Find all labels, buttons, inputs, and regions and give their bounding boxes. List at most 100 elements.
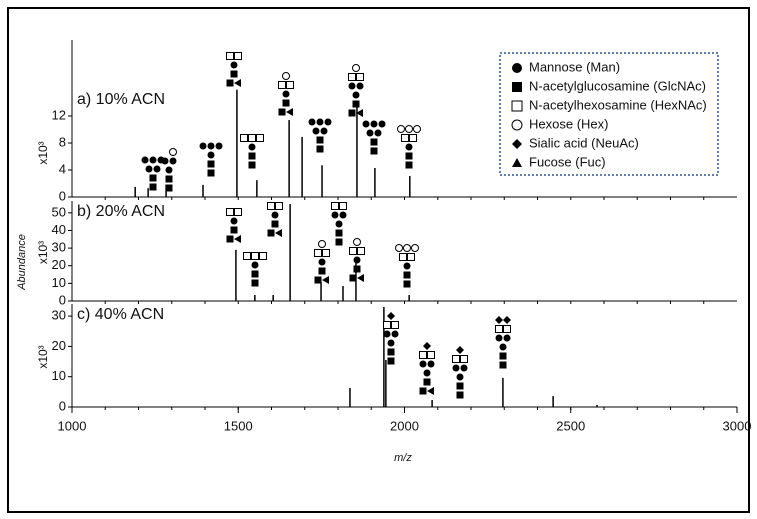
glycan-symbol <box>248 143 256 151</box>
glycan-symbol <box>320 127 328 135</box>
glycan-symbol <box>234 79 241 87</box>
glycan-symbol <box>495 316 503 324</box>
glycan-symbol <box>145 165 153 173</box>
glycan-symbol <box>251 261 259 269</box>
glycan-symbol <box>423 378 431 386</box>
legend-symbol <box>512 139 522 149</box>
glycan-symbol <box>314 276 322 284</box>
glycan-symbol <box>374 129 382 137</box>
glycan-symbol <box>419 360 427 368</box>
glycan-symbol <box>456 391 464 399</box>
peak <box>383 307 385 407</box>
peak <box>374 167 376 197</box>
panel-label: c) 40% ACN <box>77 306 164 323</box>
legend-symbol <box>512 158 522 167</box>
peak <box>254 295 256 301</box>
y-tick-label: 10 <box>52 368 66 383</box>
legend-label: N-acetylglucosamine (GlcNAc) <box>529 78 706 93</box>
y-tick-label: 12 <box>52 107 66 122</box>
legend-label: Fucose (Fuc) <box>529 154 606 169</box>
glycan-symbol <box>427 360 435 368</box>
glycan-symbol <box>149 183 157 191</box>
glycan-symbol <box>230 61 238 69</box>
glycan-symbol <box>230 217 238 225</box>
glycan-symbol <box>314 249 322 257</box>
glycan-symbol <box>243 252 251 260</box>
glycan-symbol <box>452 364 460 372</box>
glycan-symbol <box>335 229 343 237</box>
y-tick-label: 10 <box>52 275 66 290</box>
glycan-symbol <box>251 270 259 278</box>
x-tick-label: 1500 <box>224 418 253 433</box>
peak <box>202 184 204 197</box>
glycan-symbol <box>199 142 207 150</box>
glycan-symbol <box>234 208 242 216</box>
glycan-symbol <box>226 79 234 87</box>
glycan-symbol <box>387 339 395 347</box>
legend-symbol <box>511 119 523 131</box>
glycan-symbol <box>339 202 347 210</box>
glycan-symbol <box>499 343 507 351</box>
glycan-symbol <box>499 361 507 369</box>
peak <box>147 188 149 197</box>
glycan-symbol <box>312 127 320 135</box>
peak <box>320 281 322 301</box>
peak <box>408 295 410 301</box>
glycan-symbol <box>383 330 391 338</box>
peak <box>301 136 303 197</box>
peak <box>385 360 387 407</box>
glycan-symbol <box>456 382 464 390</box>
glycan-symbol <box>503 316 511 324</box>
peak <box>236 89 238 197</box>
glycan-symbol <box>165 175 173 183</box>
frame <box>7 7 750 513</box>
glycan-symbol <box>207 169 215 177</box>
y-tick-label: 50 <box>52 204 66 219</box>
glycan-symbol <box>399 253 407 261</box>
glycan-symbol <box>267 229 275 237</box>
glycan-symbol <box>387 312 395 320</box>
glycan-symbol <box>331 202 339 210</box>
glycan-symbol <box>370 147 378 155</box>
legend-label: Sialic acid (NeuAc) <box>529 135 639 150</box>
glycan-symbol <box>322 276 329 284</box>
glycan-symbol <box>395 244 403 252</box>
glycan-symbol <box>286 108 293 116</box>
panel-label: a) 10% ACN <box>77 91 165 108</box>
peak <box>235 249 237 301</box>
glycan-symbol <box>322 249 330 257</box>
legend-symbol <box>512 82 522 92</box>
glycan-symbol <box>349 274 357 282</box>
glycan-symbol <box>413 125 421 133</box>
glycan-symbol <box>169 157 177 165</box>
glycan-symbol <box>316 145 324 153</box>
peak <box>431 400 433 407</box>
glycan-symbol <box>407 253 415 261</box>
glycan-symbol <box>278 108 286 116</box>
glycan-symbol <box>419 351 427 359</box>
glycan-symbol <box>335 220 343 228</box>
glycan-symbol <box>356 82 364 90</box>
glycan-symbol <box>495 325 503 333</box>
glycan-symbol <box>353 238 361 246</box>
glycan-symbol <box>383 321 391 329</box>
peak <box>342 286 344 301</box>
glycan-symbol <box>207 160 215 168</box>
peak <box>552 396 554 407</box>
glycan-symbol <box>251 252 259 260</box>
glycan-symbol <box>401 134 409 142</box>
glycan-symbol <box>318 240 326 248</box>
peak <box>349 387 351 407</box>
y-tick-label: 8 <box>59 134 66 149</box>
glycan-symbol <box>353 256 361 264</box>
glycan-symbol <box>248 152 256 160</box>
y-scale-label: x10³ <box>36 241 50 264</box>
glycan-symbol <box>207 151 215 159</box>
glycan-symbol <box>405 125 413 133</box>
glycan-symbol <box>356 73 364 81</box>
y-tick-label: 0 <box>59 398 66 413</box>
glycan-symbol <box>286 81 294 89</box>
glycan-symbol <box>460 364 468 372</box>
glycan-symbol <box>149 174 157 182</box>
glycan-symbol <box>352 100 360 108</box>
